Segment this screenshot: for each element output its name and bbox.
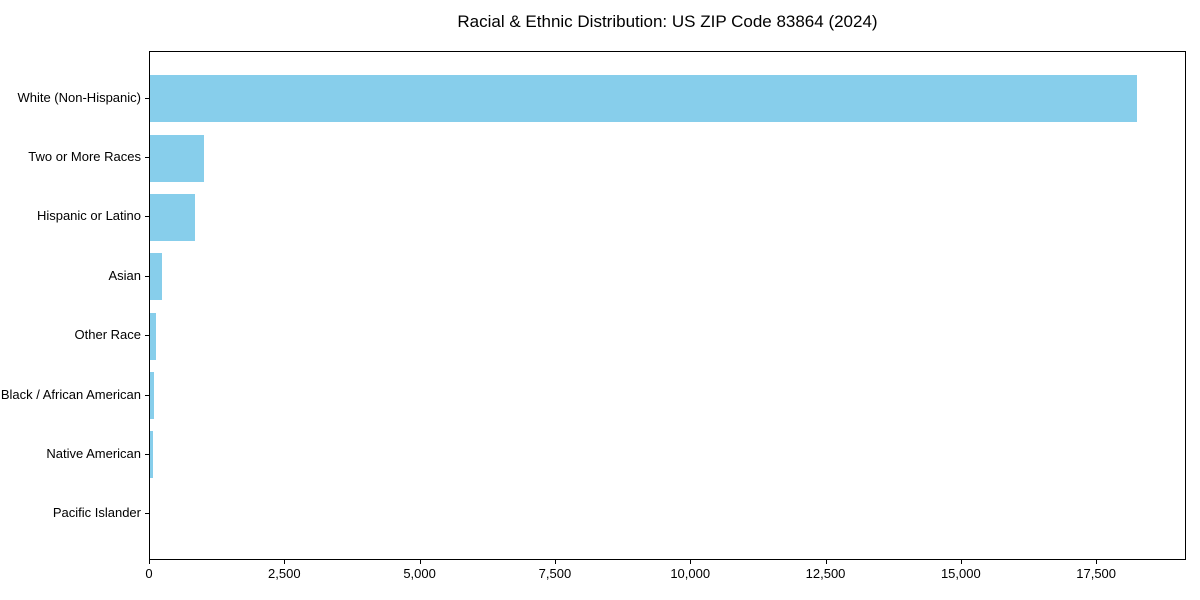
x-tick-mark [554, 560, 556, 564]
y-tick-mark [145, 453, 149, 455]
bar-hispanic-or-latino [150, 193, 195, 241]
x-tick-mark [149, 560, 150, 564]
y-tick-mark [145, 394, 149, 396]
bar-black-african-american [150, 372, 154, 420]
y-tick-label: White (Non-Hispanic) [17, 89, 141, 105]
y-tick-mark [145, 97, 149, 99]
y-tick-mark [145, 275, 149, 277]
y-tick-label: Other Race [74, 327, 141, 343]
x-tick-label: 17,500 [1076, 566, 1117, 581]
bar-two-or-more-races [150, 134, 205, 182]
x-tick-mark [1096, 560, 1098, 564]
chart-title: Racial & Ethnic Distribution: US ZIP Cod… [457, 12, 878, 31]
x-tick-mark [419, 560, 421, 564]
x-tick-mark [690, 560, 692, 564]
y-tick-label: Pacific Islander [52, 505, 141, 521]
y-tick-mark [145, 216, 149, 218]
x-tick-label: 5,000 [403, 566, 436, 581]
x-tick-label: 0 [145, 566, 153, 581]
x-tick-mark [284, 560, 286, 564]
bar-asian [150, 253, 162, 301]
y-tick-mark [145, 513, 149, 515]
x-tick-label: 7,500 [538, 566, 572, 581]
x-tick-label: 10,000 [670, 566, 711, 581]
y-tick-mark [145, 335, 149, 337]
plot-area [149, 51, 1186, 560]
x-tick-label: 12,500 [805, 566, 846, 581]
x-tick-label: 2,500 [268, 566, 301, 581]
bar-white-non-hispanic [150, 75, 1137, 123]
y-tick-label: Two or More Races [28, 149, 141, 165]
y-tick-label: Native American [46, 445, 141, 461]
x-tick-label: 15,000 [940, 566, 981, 581]
y-tick-label: Asian [108, 267, 141, 283]
x-tick-mark [960, 560, 962, 564]
x-tick-mark [825, 560, 827, 564]
y-tick-label: Hispanic or Latino [36, 208, 141, 224]
bar-native-american [150, 431, 153, 479]
y-tick-label: Black / African American [0, 386, 141, 402]
y-tick-mark [145, 157, 149, 159]
bar-other-race [150, 312, 156, 360]
